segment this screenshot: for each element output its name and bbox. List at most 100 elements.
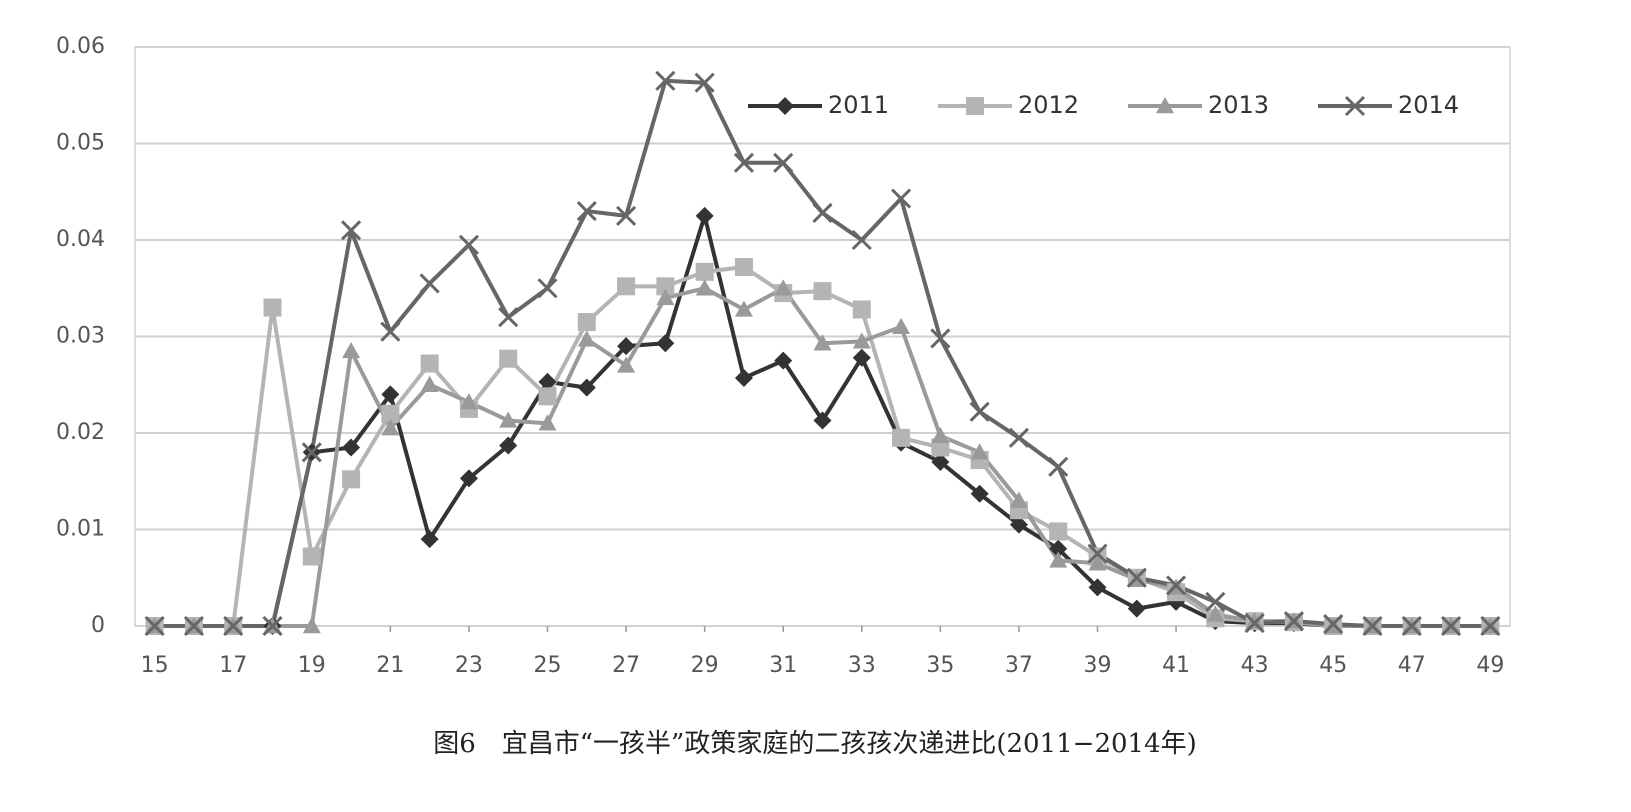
marker — [969, 401, 990, 422]
x-tick-label: 27 — [612, 653, 640, 678]
x-tick-label: 47 — [1398, 653, 1426, 678]
marker — [970, 443, 989, 460]
marker — [813, 282, 832, 301]
chart-title: 图6 宜昌市“一孩半”政策家庭的二孩孩次递进比(2011−2014年) — [433, 729, 1197, 759]
marker — [930, 328, 951, 349]
marker — [262, 615, 283, 637]
y-tick-label: 0.06 — [56, 34, 105, 59]
marker — [1126, 567, 1147, 588]
x-tick-label: 41 — [1162, 653, 1190, 678]
marker — [694, 72, 715, 93]
marker — [616, 205, 637, 226]
y-tick-label: 0 — [91, 613, 105, 638]
y-tick-label: 0.01 — [56, 517, 105, 542]
x-tick-label: 19 — [298, 653, 326, 678]
x-tick-label: 21 — [376, 653, 404, 678]
marker — [342, 341, 361, 359]
marker — [538, 414, 557, 431]
marker — [656, 277, 675, 296]
marker — [342, 470, 361, 489]
marker — [1008, 427, 1029, 448]
marker — [1049, 522, 1068, 541]
marker — [499, 436, 518, 455]
marker — [733, 152, 754, 173]
marker — [1401, 615, 1422, 637]
y-tick-label: 0.02 — [56, 420, 105, 445]
marker — [774, 279, 793, 296]
marker — [655, 70, 676, 91]
marker — [144, 615, 165, 637]
marker — [577, 330, 596, 347]
marker — [499, 411, 518, 428]
x-tick-label: 45 — [1319, 653, 1347, 678]
marker — [970, 484, 989, 503]
marker — [381, 404, 400, 423]
marker — [734, 300, 753, 317]
marker — [1127, 599, 1146, 618]
marker — [302, 547, 321, 566]
marker — [1362, 615, 1383, 637]
marker — [695, 262, 714, 281]
marker — [931, 452, 950, 471]
marker — [852, 300, 871, 319]
marker — [734, 258, 753, 277]
marker — [263, 298, 282, 317]
marker — [852, 348, 871, 367]
marker — [813, 411, 832, 430]
marker — [966, 97, 984, 115]
legend-label: 2014 — [1398, 91, 1459, 119]
marker — [1344, 95, 1366, 117]
marker — [459, 469, 478, 488]
marker — [341, 220, 362, 241]
marker — [419, 273, 440, 294]
marker — [617, 337, 636, 356]
x-tick-label: 25 — [534, 653, 562, 678]
marker — [1088, 578, 1107, 597]
marker — [1009, 515, 1028, 534]
marker — [851, 229, 872, 251]
y-tick-label: 0.03 — [56, 324, 105, 349]
x-tick-label: 43 — [1241, 653, 1269, 678]
marker — [1166, 575, 1187, 596]
marker — [1087, 543, 1108, 564]
x-tick-label: 49 — [1476, 653, 1504, 678]
x-tick-label: 31 — [769, 653, 797, 678]
marker — [1441, 615, 1462, 637]
marker — [695, 206, 714, 225]
x-tick-label: 23 — [455, 653, 483, 678]
marker — [183, 615, 204, 637]
marker — [380, 321, 401, 342]
marker — [1244, 613, 1265, 634]
x-tick-label: 29 — [691, 653, 719, 678]
marker — [499, 349, 518, 368]
legend-label: 2013 — [1208, 91, 1269, 119]
marker — [773, 152, 794, 173]
marker — [420, 530, 439, 549]
y-tick-label: 0.04 — [56, 227, 105, 252]
marker — [576, 200, 597, 222]
marker — [656, 334, 675, 353]
x-tick-label: 39 — [1084, 653, 1112, 678]
marker — [537, 278, 558, 299]
legend-label: 2011 — [828, 91, 889, 119]
marker — [577, 313, 596, 332]
marker — [302, 617, 321, 634]
marker — [1048, 456, 1069, 477]
marker — [1245, 612, 1264, 629]
x-tick-label: 35 — [926, 653, 954, 678]
marker — [577, 378, 596, 397]
marker — [538, 387, 557, 406]
marker — [892, 428, 911, 447]
marker — [695, 279, 714, 296]
x-tick-label: 33 — [848, 653, 876, 678]
marker — [656, 288, 675, 306]
marker — [498, 307, 519, 328]
marker — [1480, 615, 1501, 637]
marker — [1049, 539, 1068, 558]
marker — [812, 202, 833, 224]
x-tick-label: 17 — [219, 653, 247, 678]
marker — [1088, 554, 1107, 571]
x-tick-label: 37 — [1005, 653, 1033, 678]
marker — [342, 438, 361, 457]
